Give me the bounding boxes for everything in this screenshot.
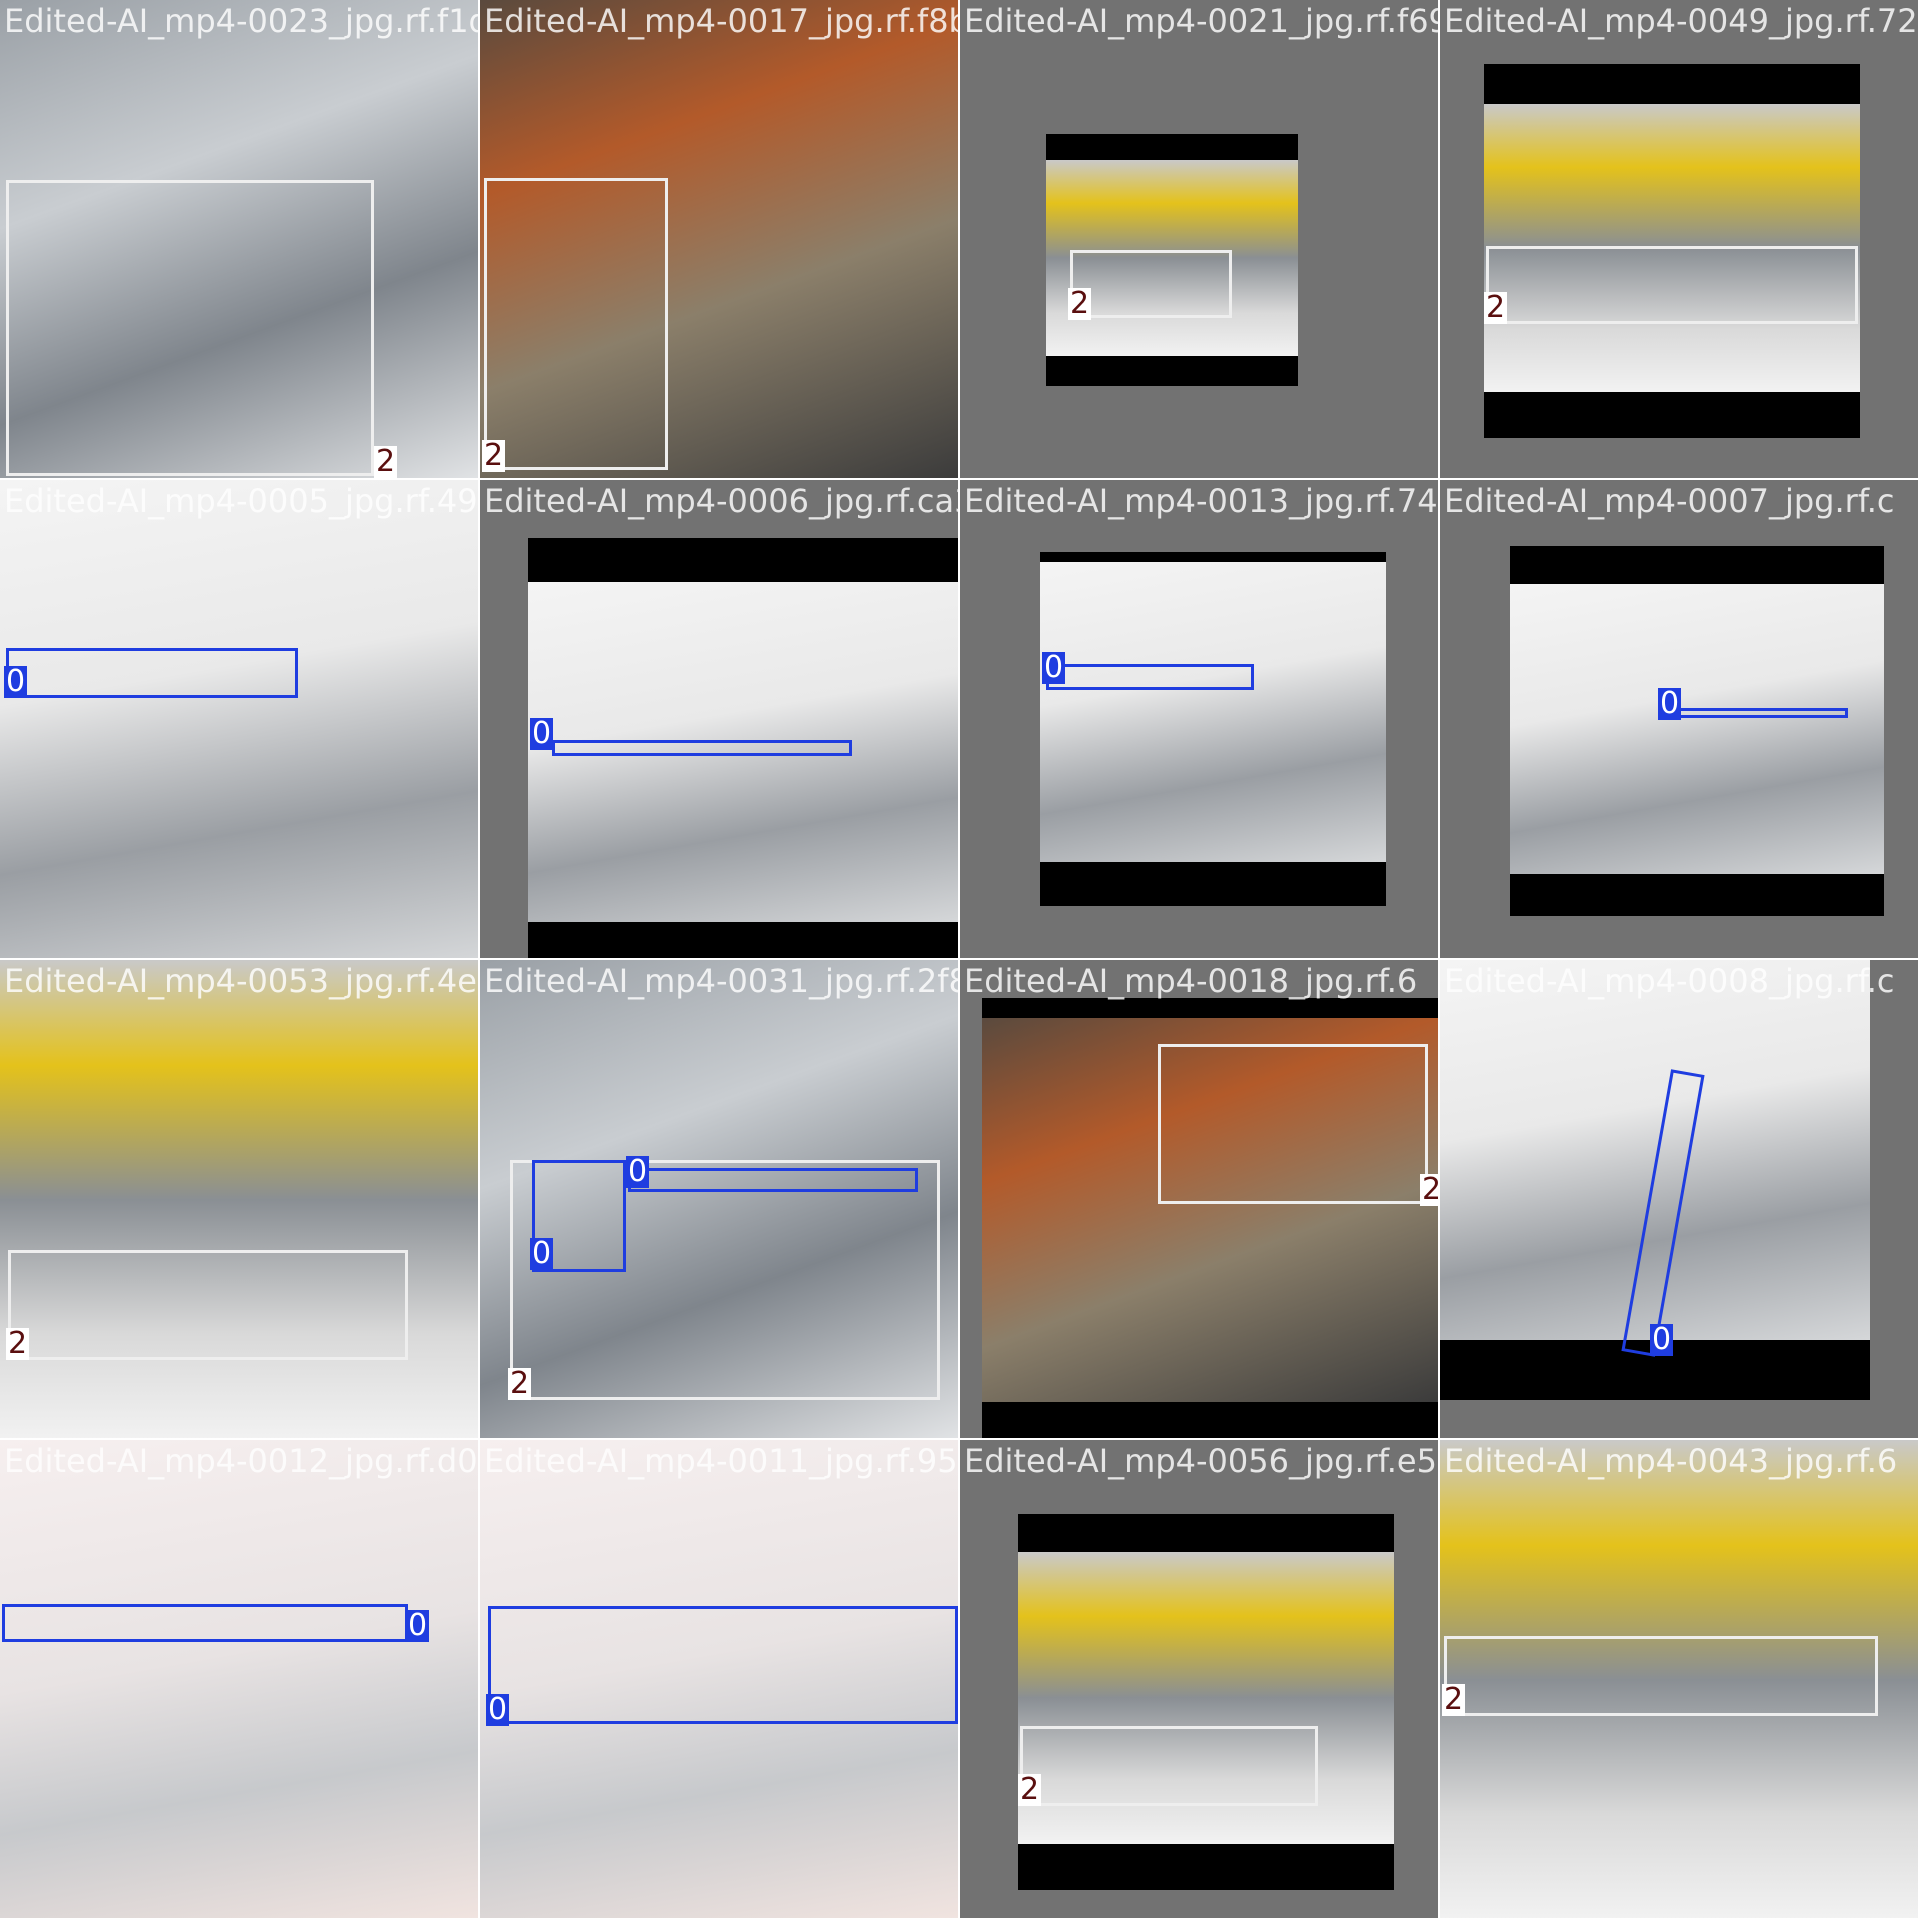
tile-filename: Edited-AI_mp4-0023_jpg.rf.f1d3ef0f8a0f2 — [4, 2, 480, 40]
tile-filename: Edited-AI_mp4-0006_jpg.rf.ca31760d4a7734 — [484, 482, 960, 520]
mosaic-tile: 0 Edited-AI_mp4-0008_jpg.rf.c — [1440, 960, 1920, 1440]
bounding-box — [8, 1250, 408, 1360]
tile-filename: Edited-AI_mp4-0043_jpg.rf.6 — [1444, 1442, 1897, 1480]
mosaic-tile: 2 Edited-AI_mp4-0023_jpg.rf.f1d3ef0f8a0f… — [0, 0, 480, 480]
car-body-photo — [1510, 584, 1884, 874]
bounding-box — [1444, 1636, 1878, 1716]
box-label: 0 — [530, 1238, 553, 1270]
tile-filename: Edited-AI_mp4-0056_jpg.rf.e5dcdaabeb4 — [964, 1442, 1440, 1480]
car-body-photo — [0, 1440, 480, 1920]
bounding-box — [552, 740, 852, 756]
mosaic-tile: 0 0 2 Edited-AI_mp4-0031_jpg.rf.2f8a82da… — [480, 960, 960, 1440]
mosaic-tile: 0 Edited-AI_mp4-0013_jpg.rf.74d120b759a0… — [960, 480, 1440, 960]
bounding-box — [6, 648, 298, 698]
mosaic-tile: 0 Edited-AI_mp4-0011_jpg.rf.95f74bb6619e… — [480, 1440, 960, 1920]
mosaic-tile: 2 Edited-AI_mp4-0021_jpg.rf.f69a7092d70a… — [960, 0, 1440, 480]
bounding-box — [484, 178, 668, 470]
box-label: 2 — [1068, 288, 1091, 320]
tile-filename: Edited-AI_mp4-0049_jpg.rf.72eb3541c6e9f4… — [1444, 2, 1920, 40]
mosaic-tile: 2 Edited-AI_mp4-0018_jpg.rf.6 — [960, 960, 1440, 1440]
box-label: 2 — [508, 1368, 531, 1400]
box-label: 2 — [1018, 1774, 1041, 1806]
tile-filename: Edited-AI_mp4-0017_jpg.rf.f8bfcf1ff8c1 — [484, 2, 960, 40]
mosaic-tile: 0 Edited-AI_mp4-0005_jpg.rf.49d3bd4ad77e… — [0, 480, 480, 960]
tile-filename: Edited-AI_mp4-0012_jpg.rf.d05ffc62aea8da — [4, 1442, 480, 1480]
mosaic-tile: 0 Edited-AI_mp4-0006_jpg.rf.ca31760d4a77… — [480, 480, 960, 960]
box-label: 0 — [1042, 652, 1065, 684]
box-label: 0 — [530, 718, 553, 750]
mosaic-tile: 2 Edited-AI_mp4-0049_jpg.rf.72eb3541c6e9… — [1440, 0, 1920, 480]
box-label: 0 — [1650, 1324, 1673, 1356]
tile-filename: Edited-AI_mp4-0053_jpg.rf.4e79e04da1d748 — [4, 962, 480, 1000]
tile-filename: Edited-AI_mp4-0013_jpg.rf.74d120b759a045 — [964, 482, 1440, 520]
mosaic-tile: 0 Edited-AI_mp4-0007_jpg.rf.c — [1440, 480, 1920, 960]
tile-filename: Edited-AI_mp4-0021_jpg.rf.f69a7092d70a4 — [964, 2, 1440, 40]
tile-filename: Edited-AI_mp4-0005_jpg.rf.49d3bd4ad77e4 — [4, 482, 480, 520]
bounding-box — [1020, 1726, 1318, 1806]
mosaic-tile: 2 Edited-AI_mp4-0017_jpg.rf.f8bfcf1ff8c1 — [480, 0, 960, 480]
box-label: 0 — [4, 666, 27, 698]
mosaic-tile: 2 Edited-AI_mp4-0043_jpg.rf.6 — [1440, 1440, 1920, 1920]
tile-filename: Edited-AI_mp4-0018_jpg.rf.6 — [964, 962, 1417, 1000]
tile-filename: Edited-AI_mp4-0007_jpg.rf.c — [1444, 482, 1895, 520]
box-label: 2 — [374, 446, 397, 478]
box-label: 0 — [626, 1156, 649, 1188]
box-label: 2 — [1442, 1684, 1465, 1716]
box-label: 2 — [1420, 1174, 1440, 1206]
bounding-box — [1158, 1044, 1428, 1204]
mosaic-tile: 0 Edited-AI_mp4-0012_jpg.rf.d05ffc62aea8… — [0, 1440, 480, 1920]
mosaic-tile: 2 Edited-AI_mp4-0053_jpg.rf.4e79e04da1d7… — [0, 960, 480, 1440]
tile-filename: Edited-AI_mp4-0031_jpg.rf.2f8a82da65394 — [484, 962, 960, 1000]
box-label: 2 — [1484, 292, 1507, 324]
box-label: 2 — [482, 440, 505, 472]
bounding-box — [2, 1604, 408, 1642]
box-label: 0 — [406, 1610, 429, 1642]
box-label: 0 — [1658, 688, 1681, 720]
mosaic-tile: 2 Edited-AI_mp4-0056_jpg.rf.e5dcdaabeb4 — [960, 1440, 1440, 1920]
bounding-box — [6, 180, 374, 476]
car-body-photo — [0, 480, 480, 960]
bounding-box — [628, 1168, 918, 1192]
bounding-box — [1486, 246, 1858, 324]
box-label: 0 — [486, 1694, 509, 1726]
bounding-box — [1070, 250, 1232, 318]
bounding-box — [1046, 664, 1254, 690]
car-body-photo — [1040, 562, 1386, 862]
tile-filename: Edited-AI_mp4-0011_jpg.rf.95f74bb6619e2 — [484, 1442, 960, 1480]
box-label: 2 — [6, 1328, 29, 1360]
tile-filename: Edited-AI_mp4-0008_jpg.rf.c — [1444, 962, 1895, 1000]
factory-photo — [0, 960, 480, 1440]
bounding-box — [1664, 708, 1848, 718]
bounding-box — [488, 1606, 958, 1724]
